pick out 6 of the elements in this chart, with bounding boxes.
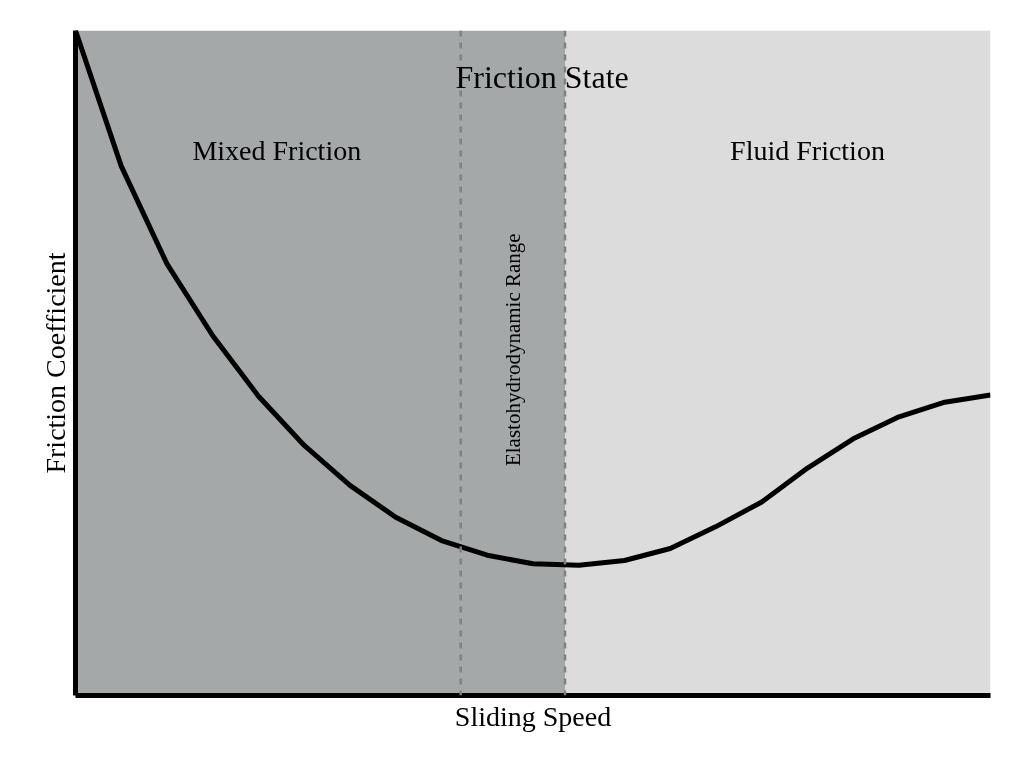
y-axis-title: Friction Coefficient	[39, 252, 71, 474]
text: Friction State	[455, 59, 629, 96]
annotation: Mixed Friction	[192, 134, 362, 166]
x-axis-title: Sliding Speed	[454, 700, 612, 732]
annotation: Fluid Friction	[730, 134, 885, 166]
annotation: Elastohydrodynamic Range	[500, 233, 525, 467]
